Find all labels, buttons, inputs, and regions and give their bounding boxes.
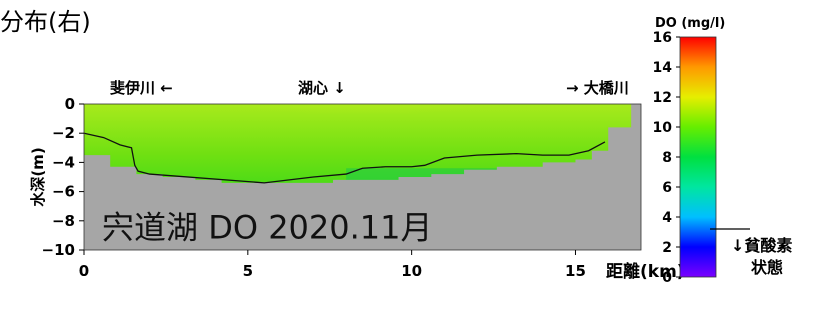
colorbar-tick-label: 0	[662, 270, 672, 286]
y-tick-label: −8	[52, 212, 75, 230]
colorbar-tick-label: 6	[662, 180, 672, 196]
y-tick-label: 0	[65, 95, 75, 113]
header-text: 分布(右)	[0, 8, 91, 36]
y-axis-label: 水深(m)	[29, 147, 47, 206]
y-tick-label: −6	[52, 183, 75, 201]
x-tick-label: 5	[243, 262, 253, 280]
y-tick-label: −10	[42, 241, 75, 259]
x-tick-label: 0	[79, 262, 89, 280]
colorbar-tick-label: 4	[662, 210, 672, 226]
colorbar: DO (mg/l) 16 14 12 10 8 6 4 2 0 ↓貧酸素 状態	[653, 16, 793, 286]
label-lake-center: 湖心 ↓	[298, 79, 346, 97]
label-hii-river: 斐伊川 ←	[110, 79, 173, 97]
y-tick-label: −2	[52, 124, 75, 142]
y-tick-label: −4	[52, 153, 75, 171]
label-ohashi-river: → 大橋川	[566, 79, 629, 97]
colorbar-label: DO (mg/l)	[655, 16, 725, 31]
plot-frame	[83, 103, 642, 251]
colorbar-tick-label: 12	[653, 90, 672, 106]
x-axis-label: 距離(km)	[606, 261, 685, 282]
colorbar-tick-label: 16	[653, 30, 672, 46]
plot-area	[84, 104, 641, 250]
chart-title: 宍道湖 DO 2020.11月	[102, 209, 433, 247]
x-tick-label: 10	[401, 262, 422, 280]
axes: 0 5 10 15 0 −2 −4 −6 −8 −10	[42, 95, 586, 280]
lake-bottom	[84, 104, 641, 250]
do-contour-line	[84, 132, 606, 184]
high-do-zone	[132, 104, 593, 159]
colorbar-tick-label: 14	[653, 60, 673, 76]
colorbar-tick-label: 2	[662, 240, 672, 256]
hypoxia-label: ↓貧酸素	[731, 236, 792, 255]
colorbar-tick-label: 10	[653, 120, 673, 136]
colorbar-gradient	[679, 36, 717, 278]
x-tick-label: 15	[565, 262, 586, 280]
hypoxia-label-state: 状態	[751, 258, 783, 277]
colorbar-tick-label: 8	[662, 150, 672, 166]
